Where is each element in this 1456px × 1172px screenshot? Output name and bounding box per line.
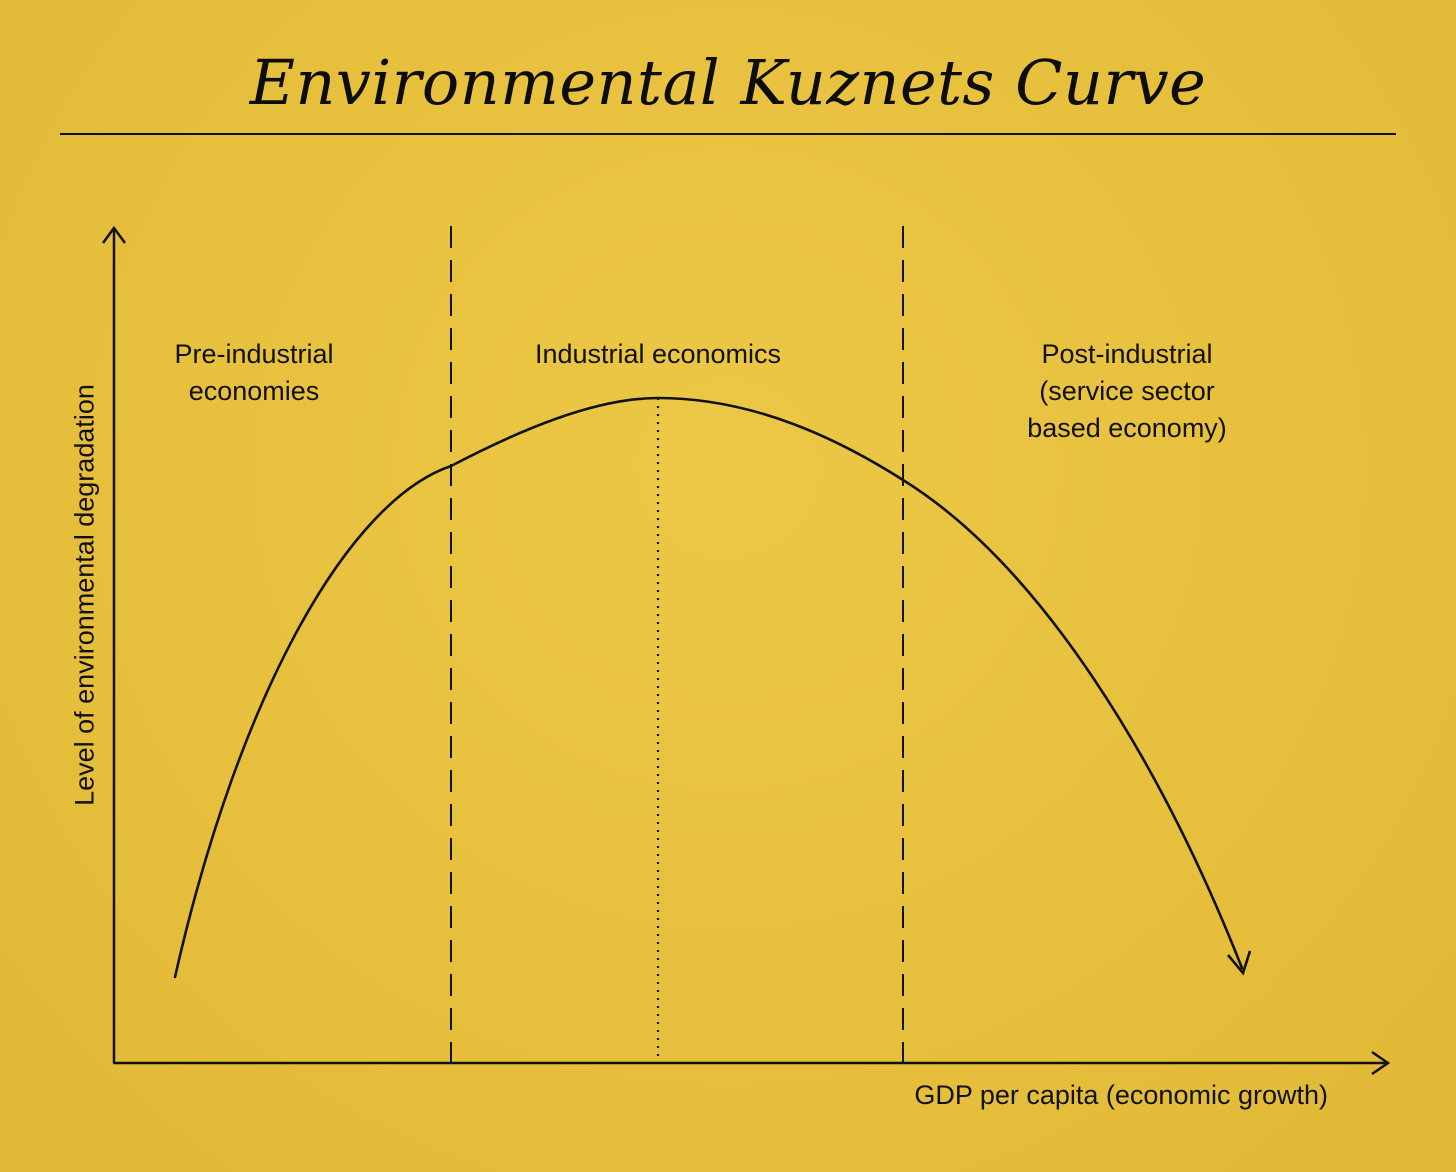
title-divider [60,133,1396,135]
region-label-line: (service sector [1039,376,1215,406]
region-label-industrial: Industrial economics [498,336,818,373]
region-label-line: economies [188,376,320,406]
region-label-line: based economy) [1027,413,1227,443]
x-axis-label: GDP per capita (economic growth) [914,1080,1328,1110]
region-label-pre-industrial: Pre-industrial economies [134,336,374,410]
region-label-line: Pre-industrial [174,339,334,369]
x-axis-arrowhead [1371,1050,1391,1076]
y-axis-label-text: Level of environmental degradation [69,384,100,806]
region-label-line: Industrial economics [534,339,782,369]
curve-arrowhead [1227,950,1252,976]
y-axis-arrowhead [101,225,127,244]
region-label-post-industrial: Post-industrial (service sector based ec… [997,336,1257,447]
kuznets-curve [173,396,1244,979]
diagram-title: Environmental Kuznets Curve [249,46,1207,119]
region-label-line: Post-industrial [1041,339,1213,369]
